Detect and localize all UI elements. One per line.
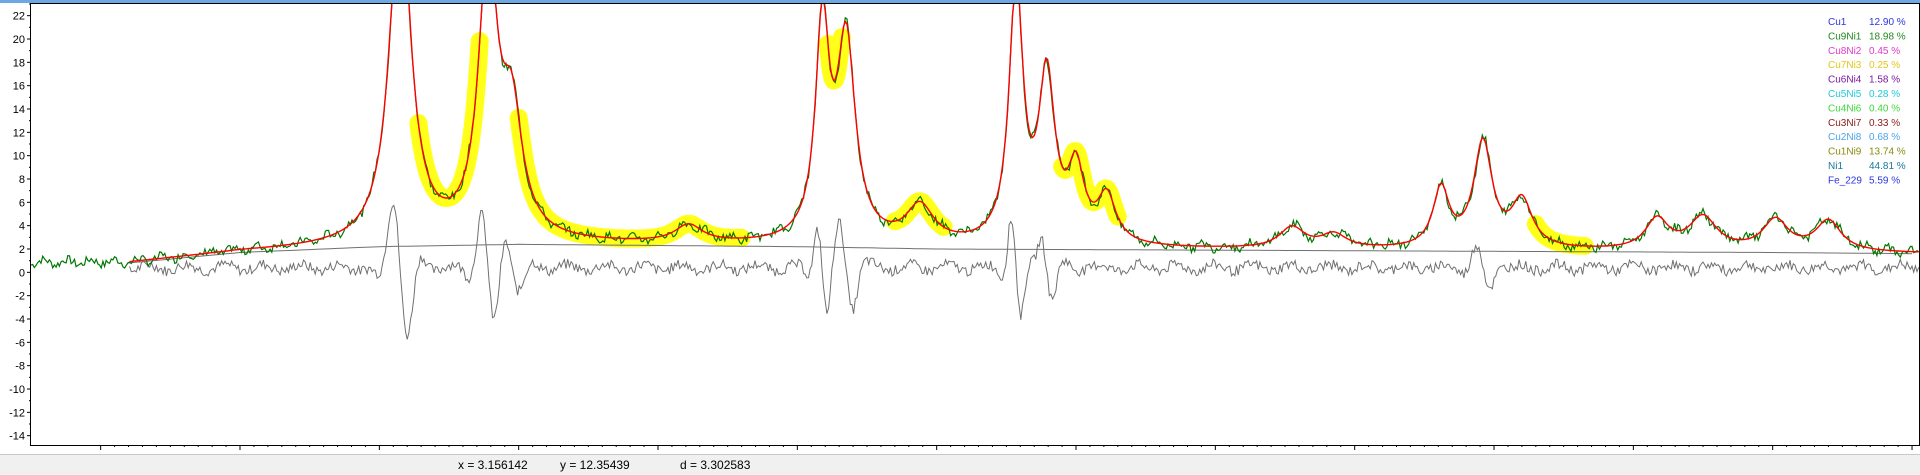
y-tick-label: 4 xyxy=(19,221,25,233)
legend-phase-fraction: 5.59 % xyxy=(1869,175,1900,186)
legend-phase-name: Cu8Ni2 xyxy=(1828,46,1862,57)
legend-phase-name: Cu4Ni6 xyxy=(1828,103,1862,114)
legend-phase-name: Fe_229 xyxy=(1828,175,1862,186)
window-top-border xyxy=(0,0,1920,3)
y-tick-label: -4 xyxy=(15,314,25,326)
legend-phase-fraction: 13.74 % xyxy=(1869,147,1906,158)
d-spacing-readout: d = 3.302583 xyxy=(680,458,751,472)
background-line xyxy=(128,243,1913,264)
legend-phase-fraction: 0.68 % xyxy=(1869,132,1900,143)
difference-line xyxy=(129,204,1920,340)
legend-phase-fraction: 0.25 % xyxy=(1869,60,1900,71)
legend-phase-fraction: 0.40 % xyxy=(1869,103,1900,114)
y-tick-label: -12 xyxy=(9,407,25,419)
legend-phase-name: Cu1Ni9 xyxy=(1828,147,1862,158)
legend-phase-fraction: 12.90 % xyxy=(1869,17,1906,28)
plot-background xyxy=(0,3,1920,454)
cursor-y-readout: y = 12.35439 xyxy=(560,458,630,472)
y-tick-label: 6 xyxy=(19,197,25,209)
status-bar: x = 3.156142 y = 12.35439 d = 3.302583 xyxy=(0,454,1920,475)
y-tick-label: 14 xyxy=(13,104,25,116)
legend-phase-fraction: 0.45 % xyxy=(1869,46,1900,57)
y-tick-label: -2 xyxy=(15,291,25,303)
legend-phase-name: Cu5Ni5 xyxy=(1828,89,1862,100)
y-tick-label: -14 xyxy=(9,431,25,443)
y-tick-label: -6 xyxy=(15,337,25,349)
legend-phase-fraction: 1.58 % xyxy=(1869,75,1900,86)
legend-phase-name: Cu6Ni4 xyxy=(1828,75,1862,86)
cursor-x-readout: x = 3.156142 xyxy=(458,458,528,472)
y-tick-label: 22 xyxy=(13,11,25,23)
y-tick-label: 8 xyxy=(19,174,25,186)
legend-phase-name: Cu3Ni7 xyxy=(1828,118,1862,129)
legend-phase-fraction: 0.33 % xyxy=(1869,118,1900,129)
y-tick-label: 12 xyxy=(13,127,25,139)
y-tick-label: 0 xyxy=(19,267,25,279)
legend-phase-fraction: 44.81 % xyxy=(1869,161,1906,172)
legend-phase-name: Cu2Ni8 xyxy=(1828,132,1862,143)
legend-phase-name: Cu9Ni1 xyxy=(1828,31,1862,42)
y-tick-label: 18 xyxy=(13,57,25,69)
y-tick-label: 2 xyxy=(19,244,25,256)
legend-phase-name: Ni1 xyxy=(1828,161,1843,172)
y-tick-label: 16 xyxy=(13,81,25,93)
y-tick-label: -10 xyxy=(9,384,25,396)
calculated-line xyxy=(129,3,1919,263)
legend-phase-fraction: 0.28 % xyxy=(1869,89,1900,100)
legend-phase-name: Cu7Ni3 xyxy=(1828,60,1862,71)
legend-phase-name: Cu1 xyxy=(1828,17,1847,28)
legend-phase-fraction: 18.98 % xyxy=(1869,31,1906,42)
y-tick-label: 20 xyxy=(13,34,25,46)
y-tick-label: 10 xyxy=(13,151,25,163)
diffraction-chart[interactable]: 2220181614121086420-2-4-6-8-10-12-143456… xyxy=(0,3,1920,454)
y-tick-label: -8 xyxy=(15,361,25,373)
